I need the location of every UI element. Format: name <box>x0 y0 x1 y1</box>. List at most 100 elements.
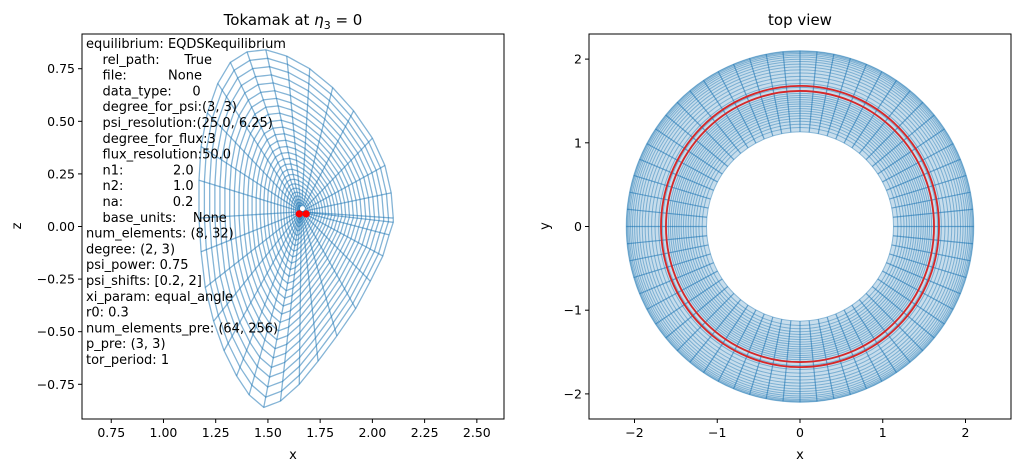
left-x-axis-label: x <box>289 448 297 463</box>
mesh-radial-line <box>300 87 334 212</box>
left-y-tick-label: −0.25 <box>37 272 75 287</box>
mesh-radial-line <box>300 211 319 362</box>
mesh-radial-line <box>204 211 302 289</box>
magnetic-axis-marker <box>299 206 305 212</box>
mesh-radial-line <box>198 179 302 213</box>
mesh-radial-line <box>265 49 302 212</box>
info-line: num_elements_pre: (64, 256) <box>86 321 278 336</box>
left-mesh <box>198 49 394 409</box>
mesh-radial-line <box>300 110 355 213</box>
mesh-radial-line <box>198 211 302 219</box>
mesh-radial-line <box>248 211 302 395</box>
mesh-radial-line <box>200 211 302 253</box>
right-y-tick-label: 0 <box>574 219 582 234</box>
mesh-radial-line <box>200 146 302 213</box>
left-panel: Tokamak at η3 = 0 equilibrium: EQDSKequi… <box>10 11 505 463</box>
info-line: data_type: 0 <box>86 84 201 99</box>
left-x-tick-label: 2.25 <box>411 425 439 440</box>
mesh-radial-line <box>213 211 302 322</box>
right-x-ticks: −2 −1 0 1 2 <box>625 419 969 440</box>
right-x-axis-label: x <box>796 448 804 463</box>
info-line: psi_power: 0.75 <box>86 258 189 273</box>
mesh-radial-line <box>301 211 394 219</box>
right-y-tick-label: −2 <box>564 386 582 401</box>
info-line: p_pre: (3, 3) <box>86 337 166 352</box>
info-line: degree: (2, 3) <box>86 242 175 257</box>
mesh-radial-line <box>229 62 302 213</box>
magnetic-axis-ring <box>665 90 935 363</box>
mesh-radial-line <box>300 137 373 213</box>
left-y-ticks: 0.75 0.50 0.25 0.00 −0.25 −0.50 −0.75 <box>37 61 82 392</box>
info-line: xi_param: equal_angle <box>86 290 233 305</box>
right-y-tick-label: 2 <box>574 52 582 67</box>
left-y-tick-label: 0.75 <box>47 61 75 76</box>
mesh-radial-line <box>301 192 392 213</box>
mesh-radial-line <box>223 211 302 351</box>
left-x-tick-label: 2.00 <box>358 425 386 440</box>
right-x-tick-label: 0 <box>796 425 804 440</box>
right-panel: top view −2 −1 0 1 2 2 1 0 −1 −2 x y <box>538 11 1012 463</box>
right-chart-title: top view <box>768 11 832 29</box>
left-info-text: equilibrium: EQDSKequilibrium rel_path: … <box>86 37 286 368</box>
right-x-tick-label: 1 <box>879 425 887 440</box>
left-title-math: η <box>314 11 324 29</box>
mesh-radial-line <box>217 83 302 213</box>
mesh-radial-line <box>300 211 338 337</box>
right-y-axis-label: y <box>538 222 553 230</box>
info-line: n2: 1.0 <box>86 179 194 194</box>
magnetic-axis-ring <box>660 84 940 369</box>
info-line: psi_shifts: [0.2, 2] <box>86 274 202 289</box>
magnetic-axis-marker <box>302 210 310 218</box>
info-line: psi_resolution:(25.0, 6.25) <box>86 116 273 131</box>
left-y-tick-label: −0.75 <box>37 377 75 392</box>
right-y-ticks: 2 1 0 −1 −2 <box>564 52 589 401</box>
info-line: num_elements: (8, 32) <box>86 227 234 242</box>
mesh-radial-line <box>279 211 303 402</box>
info-line: file: None <box>86 69 202 84</box>
mesh-radial-line <box>298 211 303 385</box>
mesh-radial-line <box>301 211 394 223</box>
right-y-tick-label: 1 <box>574 135 582 150</box>
left-title-text: Tokamak at <box>223 11 315 29</box>
right-x-tick-label: 2 <box>962 425 970 440</box>
left-x-ticks: 0.75 1.00 1.25 1.50 1.75 2.00 2.25 2.50 <box>97 419 491 440</box>
mesh-flux-surface <box>198 49 394 409</box>
left-y-tick-label: 0.00 <box>47 219 75 234</box>
left-y-tick-label: −0.50 <box>37 324 75 339</box>
left-x-tick-label: 1.50 <box>254 425 282 440</box>
info-line: degree_for_flux:3 <box>86 132 216 147</box>
mesh-radial-line <box>300 68 311 212</box>
info-line: degree_for_psi:(3, 3) <box>86 100 237 115</box>
mesh-radial-line <box>206 112 302 213</box>
left-x-tick-label: 0.75 <box>97 425 125 440</box>
mesh-radial-line <box>301 211 390 236</box>
mesh-radial-line <box>300 211 357 309</box>
left-title-sub: 3 <box>324 19 331 32</box>
left-y-tick-label: 0.25 <box>47 166 75 181</box>
left-chart-title: Tokamak at η3 = 0 <box>223 11 363 32</box>
info-line: flux_resolution:50.0 <box>86 148 231 163</box>
magnetic-axis-marker <box>295 210 303 218</box>
info-line: rel_path: True <box>86 53 212 68</box>
mesh-radial-line <box>263 211 302 408</box>
left-y-axis-label: z <box>10 222 25 229</box>
left-x-tick-label: 1.00 <box>150 425 178 440</box>
mesh-radial-line <box>300 211 371 282</box>
info-line: equilibrium: EQDSKequilibrium <box>86 37 286 52</box>
mesh-radial-line <box>235 211 302 377</box>
right-rings <box>660 84 940 369</box>
mesh-radial-line <box>301 211 384 257</box>
left-x-tick-label: 1.75 <box>306 425 334 440</box>
info-line: base_units: None <box>86 211 227 226</box>
right-x-tick-label: −2 <box>625 425 643 440</box>
mesh-radial-line <box>301 164 386 213</box>
mesh-radial-line <box>246 51 302 212</box>
left-x-tick-label: 1.25 <box>202 425 230 440</box>
left-y-tick-label: 0.50 <box>47 114 75 129</box>
left-title-rest: = 0 <box>331 11 363 29</box>
right-x-tick-label: −1 <box>708 425 726 440</box>
left-x-tick-label: 2.50 <box>463 425 491 440</box>
right-y-tick-label: −1 <box>564 303 582 318</box>
